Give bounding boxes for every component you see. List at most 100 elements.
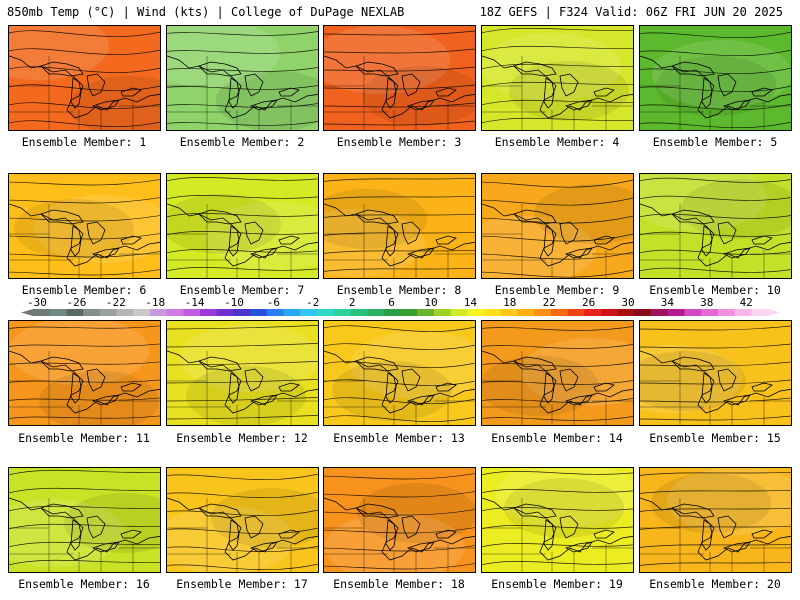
ensemble-member-label: Ensemble Member: 1 [21, 135, 147, 149]
colorbar-segment [300, 309, 318, 316]
colorbar-tick-label: 30 [621, 296, 634, 309]
ensemble-member-label: Ensemble Member: 14 [491, 431, 623, 445]
colorbar-segment [49, 309, 67, 316]
temperature-map [9, 174, 160, 278]
temperature-map [167, 468, 318, 572]
ensemble-panel-2 [166, 25, 319, 131]
ensemble-panel-11 [8, 320, 161, 426]
colorbar-segment [233, 309, 251, 316]
colorbar-segment [216, 309, 234, 316]
colorbar-tick-label: -22 [106, 296, 126, 309]
header-title: 850mb Temp (°C) | Wind (kts) | College o… [7, 5, 405, 19]
colorbar-segment [734, 309, 752, 316]
temperature-map [9, 321, 160, 425]
ensemble-member-label: Ensemble Member: 3 [336, 135, 462, 149]
temperature-map [482, 321, 633, 425]
colorbar-segment [567, 309, 585, 316]
temperature-map [167, 26, 318, 130]
colorbar-segment [283, 309, 301, 316]
temperature-map [9, 468, 160, 572]
ensemble-panel-1 [8, 25, 161, 131]
colorbar-tick-label: -2 [306, 296, 319, 309]
colorbar-segment [250, 309, 268, 316]
colorbar-segment [684, 309, 702, 316]
colorbar-segment [266, 309, 284, 316]
colorbar-segment [634, 309, 652, 316]
temperature-map [324, 321, 475, 425]
colorbar-tick-label: -26 [66, 296, 86, 309]
temperature-map [640, 468, 791, 572]
colorbar-segment [484, 309, 502, 316]
ensemble-member-label: Ensemble Member: 7 [179, 283, 305, 297]
colorbar-segment [717, 309, 735, 316]
ensemble-member-label: Ensemble Member: 5 [652, 135, 778, 149]
ensemble-member-label: Ensemble Member: 16 [18, 577, 150, 591]
colorbar-tick-label: 18 [503, 296, 516, 309]
ensemble-member-label: Ensemble Member: 11 [18, 431, 150, 445]
ensemble-panel-7 [166, 173, 319, 279]
colorbar-low-arrow [21, 309, 33, 316]
temperature-map [482, 468, 633, 572]
ensemble-panel-14 [481, 320, 634, 426]
temperature-map [9, 26, 160, 130]
temperature-colorbar: -30 -26 -22 -18 -14 -10 -6 -2 2 6 10 14 18 22 26 30 34 38… [21, 296, 780, 316]
colorbar-segment [534, 309, 552, 316]
colorbar-segment [400, 309, 418, 316]
ensemble-panel-4 [481, 25, 634, 131]
colorbar-tick-label: -6 [267, 296, 280, 309]
ensemble-panel-9 [481, 173, 634, 279]
ensemble-member-label: Ensemble Member: 18 [333, 577, 465, 591]
ensemble-panel-13 [323, 320, 476, 426]
colorbar-tick-label: 38 [700, 296, 713, 309]
ensemble-panel-16 [8, 467, 161, 573]
ensemble-panel-10 [639, 173, 792, 279]
colorbar-segment [450, 309, 468, 316]
colorbar-segment [517, 309, 535, 316]
ensemble-member-label: Ensemble Member: 17 [176, 577, 308, 591]
colorbar-segment [200, 309, 218, 316]
ensemble-member-label: Ensemble Member: 8 [336, 283, 462, 297]
colorbar-tick-label: -14 [185, 296, 205, 309]
colorbar-segment [383, 309, 401, 316]
colorbar-segment [33, 309, 51, 316]
colorbar-segment [751, 309, 769, 316]
colorbar-tick-label: 42 [740, 296, 753, 309]
ensemble-member-label: Ensemble Member: 12 [176, 431, 308, 445]
colorbar-segment [183, 309, 201, 316]
colorbar-tick-label: 14 [464, 296, 478, 309]
colorbar-segment [350, 309, 368, 316]
colorbar-segment [149, 309, 167, 316]
colorbar-segment [133, 309, 151, 316]
colorbar-segment [584, 309, 602, 316]
ensemble-panel-15 [639, 320, 792, 426]
header-valid-time: 18Z GEFS | F324 Valid: 06Z FRI JUN 20 20… [479, 5, 783, 19]
colorbar-segment [66, 309, 84, 316]
ensemble-panel-12 [166, 320, 319, 426]
colorbar-segment [433, 309, 451, 316]
ensemble-panel-17 [166, 467, 319, 573]
ensemble-panel-19 [481, 467, 634, 573]
temperature-map [324, 174, 475, 278]
colorbar-tick-label: 22 [543, 296, 556, 309]
ensemble-panel-8 [323, 173, 476, 279]
ensemble-member-label: Ensemble Member: 10 [649, 283, 781, 297]
temperature-map [167, 321, 318, 425]
ensemble-panel-5 [639, 25, 792, 131]
colorbar-tick-label: 6 [388, 296, 395, 309]
colorbar-segment [617, 309, 635, 316]
temperature-map [167, 174, 318, 278]
colorbar-segment [166, 309, 184, 316]
ensemble-member-label: Ensemble Member: 15 [649, 431, 781, 445]
ensemble-panel-3 [323, 25, 476, 131]
colorbar-segment [316, 309, 334, 316]
colorbar-high-arrow [768, 309, 780, 316]
colorbar-tick-label: -30 [27, 296, 47, 309]
colorbar-segment [83, 309, 101, 316]
ensemble-member-label: Ensemble Member: 19 [491, 577, 623, 591]
colorbar-segment [651, 309, 669, 316]
temperature-map [324, 468, 475, 572]
colorbar-tick-label: 34 [661, 296, 675, 309]
colorbar-tick-label: -18 [145, 296, 165, 309]
colorbar-segment [701, 309, 719, 316]
ensemble-panel-20 [639, 467, 792, 573]
